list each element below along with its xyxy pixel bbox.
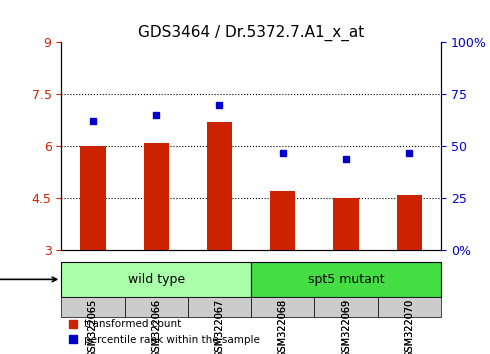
- Text: GSM322067: GSM322067: [215, 299, 224, 354]
- Text: GSM322070: GSM322070: [404, 299, 415, 354]
- Text: GSM322065: GSM322065: [88, 299, 98, 354]
- Bar: [333, 198, 359, 250]
- Bar: [207, 122, 232, 250]
- Text: GSM322066: GSM322066: [151, 299, 161, 354]
- Text: GSM322067: GSM322067: [215, 299, 224, 354]
- Text: spt5 mutant: spt5 mutant: [308, 273, 384, 286]
- FancyBboxPatch shape: [61, 262, 251, 297]
- FancyBboxPatch shape: [61, 297, 124, 317]
- Legend: transformed count, percentile rank within the sample: transformed count, percentile rank withi…: [64, 315, 264, 349]
- FancyBboxPatch shape: [124, 297, 188, 317]
- Text: GSM322069: GSM322069: [341, 299, 351, 354]
- Text: GSM322066: GSM322066: [151, 299, 161, 354]
- Text: GSM322070: GSM322070: [404, 299, 415, 354]
- FancyBboxPatch shape: [251, 297, 315, 317]
- FancyBboxPatch shape: [251, 262, 441, 297]
- Text: GSM322068: GSM322068: [278, 299, 288, 354]
- Bar: [397, 195, 422, 250]
- Text: genotype/variation: genotype/variation: [0, 274, 57, 284]
- Bar: [80, 146, 105, 250]
- Bar: [144, 143, 169, 250]
- Text: wild type: wild type: [127, 273, 185, 286]
- Text: GSM322068: GSM322068: [278, 299, 288, 354]
- Text: GSM322069: GSM322069: [341, 299, 351, 354]
- FancyBboxPatch shape: [378, 297, 441, 317]
- Bar: [270, 191, 295, 250]
- Title: GDS3464 / Dr.5372.7.A1_x_at: GDS3464 / Dr.5372.7.A1_x_at: [138, 25, 364, 41]
- FancyBboxPatch shape: [188, 297, 251, 317]
- Text: GSM322065: GSM322065: [88, 299, 98, 354]
- FancyBboxPatch shape: [315, 297, 378, 317]
